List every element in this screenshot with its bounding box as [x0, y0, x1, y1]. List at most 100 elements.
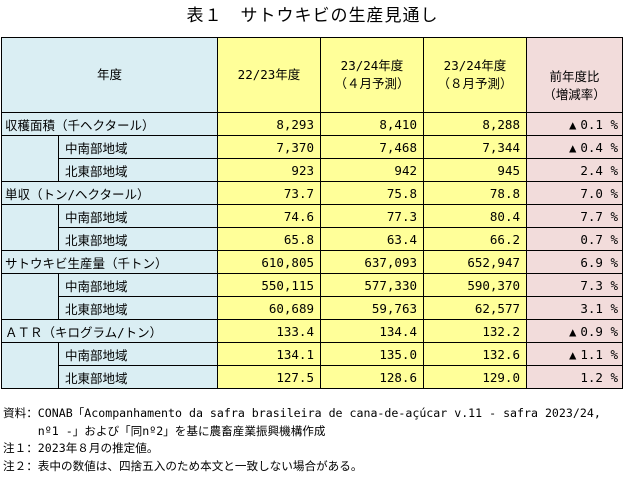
change-value: 7.0 %: [580, 185, 618, 201]
change-value: 6.9 %: [580, 254, 618, 270]
header-col1: 22/23年度: [217, 37, 321, 113]
row-indent-cell: [1, 135, 59, 182]
cell-value-1: 74.6: [217, 204, 321, 228]
cell-value-2: 75.8: [320, 181, 424, 205]
cell-value-2: 77.3: [320, 204, 424, 228]
decrease-triangle-icon: ▲: [569, 140, 577, 155]
row-indent-cell: [1, 273, 59, 320]
table-row-sub: 北東部地域 127.5 128.6 129.0 1.2 %: [2, 365, 623, 389]
row-label: ＡＴＲ（キログラム/トン）: [1, 319, 218, 343]
change-value: 0.4 %: [580, 139, 618, 155]
cell-change: 7.0 %: [526, 181, 623, 205]
table-row-sub: 中南部地域 74.6 77.3 80.4 7.7 %: [1, 204, 623, 251]
header-year: 年度: [1, 37, 218, 113]
source-note-line1: 資料：CONAB「Acompanhamento da safra brasile…: [3, 406, 601, 420]
table-row-main: サトウキビ生産量（千トン） 610,805 637,093 652,947 6.9 %: [1, 250, 623, 274]
cell-value-2: 135.0: [320, 342, 424, 366]
cell-value-2: 942: [320, 158, 424, 182]
row-indent-cell: [1, 342, 59, 389]
change-value: 2.4 %: [580, 162, 618, 178]
cell-value-1: 127.5: [217, 365, 321, 389]
table-row-sub: 中南部地域 550,115 577,330 590,370 7.3 %: [1, 273, 623, 320]
row-label: サトウキビ生産量（千トン）: [1, 250, 218, 274]
cell-value-3: 7,344: [423, 135, 527, 159]
change-value: 0.1 %: [580, 116, 618, 132]
cell-value-3: 945: [423, 158, 527, 182]
table-row-sub: 中南部地域 134.1 135.0 132.6 ▲ 1.1 %: [1, 342, 623, 389]
cell-change: ▲ 0.9 %: [526, 319, 623, 343]
table-row-main: 収穫面積（千ヘクタール） 8,293 8,410 8,288 ▲ 0.1 %: [1, 112, 623, 136]
decrease-triangle-icon: ▲: [569, 117, 577, 132]
cell-change: ▲ 1.1 %: [526, 342, 623, 366]
cell-value-2: 7,468: [320, 135, 424, 159]
table-row-sub: 北東部地域 60,689 59,763 62,577 3.1 %: [2, 296, 623, 320]
cell-value-2: 128.6: [320, 365, 424, 389]
row-sublabel: 中南部地域: [58, 135, 218, 159]
change-value: 7.3 %: [580, 277, 618, 293]
row-sublabel: 北東部地域: [58, 365, 218, 389]
cell-value-3: 129.0: [423, 365, 527, 389]
decrease-triangle-icon: ▲: [569, 347, 577, 362]
cell-value-3: 590,370: [423, 273, 527, 297]
cell-value-1: 134.1: [217, 342, 321, 366]
cell-change: ▲ 0.1 %: [526, 112, 623, 136]
cell-change: ▲ 0.4 %: [526, 135, 623, 159]
cell-value-1: 8,293: [217, 112, 321, 136]
note-2: 注２：表中の数値は、四捨五入のため本文と一致しない場合がある。: [3, 458, 363, 473]
cell-value-1: 550,115: [217, 273, 321, 297]
cell-change: 7.7 %: [526, 204, 623, 228]
cell-value-3: 8,288: [423, 112, 527, 136]
cell-change: 0.7 %: [526, 227, 623, 251]
cell-value-1: 73.7: [217, 181, 321, 205]
change-value: 3.1 %: [580, 300, 618, 316]
sugarcane-production-table: 年度 22/23年度 23/24年度 （４月予測） 23/24年度 （８月予測）…: [1, 37, 623, 389]
cell-value-3: 78.8: [423, 181, 527, 205]
cell-value-2: 134.4: [320, 319, 424, 343]
table-row-sub: 北東部地域 65.8 63.4 66.2 0.7 %: [2, 227, 623, 251]
cell-change: 2.4 %: [526, 158, 623, 182]
row-sublabel: 中南部地域: [58, 342, 218, 366]
cell-value-3: 62,577: [423, 296, 527, 320]
cell-value-3: 652,947: [423, 250, 527, 274]
change-value: 1.2 %: [580, 369, 618, 385]
cell-change: 1.2 %: [526, 365, 623, 389]
table-title: 表１ サトウキビの生産見通し: [186, 6, 439, 26]
cell-value-2: 577,330: [320, 273, 424, 297]
change-value: 0.9 %: [580, 323, 618, 339]
cell-value-3: 66.2: [423, 227, 527, 251]
row-label: 単収（トン/ヘクタール）: [1, 181, 218, 205]
note-1: 注１：2023年８月の推定値。: [3, 441, 159, 455]
row-sublabel: 北東部地域: [58, 227, 218, 251]
cell-change: 3.1 %: [526, 296, 623, 320]
cell-value-1: 133.4: [217, 319, 321, 343]
table-row-main: ＡＴＲ（キログラム/トン） 133.4 134.4 132.2 ▲ 0.9 %: [1, 319, 623, 343]
source-note-line2: nº1 -」および「同nº2」を基に農畜産業振興機構作成: [3, 423, 326, 438]
header-col4: 前年度比 （増減率）: [526, 37, 623, 113]
cell-value-3: 132.6: [423, 342, 527, 366]
header-col3: 23/24年度 （８月予測）: [423, 37, 527, 113]
cell-value-2: 63.4: [320, 227, 424, 251]
row-sublabel: 北東部地域: [58, 158, 218, 182]
cell-value-1: 65.8: [217, 227, 321, 251]
table-row-main: 単収（トン/ヘクタール） 73.7 75.8 78.8 7.0 %: [1, 181, 623, 205]
change-value: 7.7 %: [580, 208, 618, 224]
change-value: 1.1 %: [580, 346, 618, 362]
cell-value-1: 610,805: [217, 250, 321, 274]
cell-change: 7.3 %: [526, 273, 623, 297]
change-value: 0.7 %: [580, 231, 618, 247]
cell-value-3: 132.2: [423, 319, 527, 343]
row-sublabel: 中南部地域: [58, 273, 218, 297]
header-col2: 23/24年度 （４月予測）: [320, 37, 424, 113]
cell-value-1: 923: [217, 158, 321, 182]
row-sublabel: 中南部地域: [58, 204, 218, 228]
decrease-triangle-icon: ▲: [569, 324, 577, 339]
table-notes: 資料：CONAB「Acompanhamento da safra brasile…: [3, 405, 623, 475]
cell-change: 6.9 %: [526, 250, 623, 274]
row-label: 収穫面積（千ヘクタール）: [1, 112, 218, 136]
row-indent-cell: [1, 204, 59, 251]
cell-value-2: 8,410: [320, 112, 424, 136]
cell-value-2: 59,763: [320, 296, 424, 320]
row-sublabel: 北東部地域: [58, 296, 218, 320]
cell-value-2: 637,093: [320, 250, 424, 274]
cell-value-1: 60,689: [217, 296, 321, 320]
